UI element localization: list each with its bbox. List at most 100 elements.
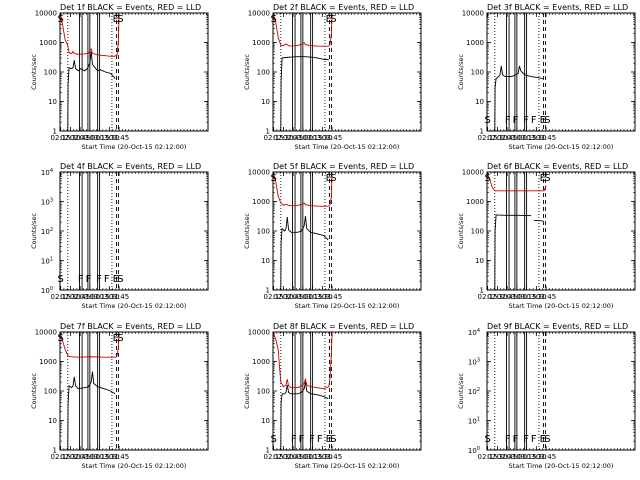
x-tick-label: 02:30: [273, 134, 293, 142]
y-tick-label: 10: [475, 257, 484, 265]
y-tick-label: 10000: [248, 169, 270, 177]
y-tick-label: 10000: [35, 10, 57, 18]
segment-marker: S: [117, 14, 123, 25]
y-tick-label: 103: [41, 198, 53, 207]
x-tick-label: 03:00: [507, 453, 527, 461]
x-tick-label: 03:15: [303, 293, 323, 301]
segment-marker: S: [270, 14, 276, 25]
segment-marker: F: [513, 115, 519, 126]
segment-marker: S: [330, 173, 336, 184]
x-tick-label: 03:45: [109, 293, 129, 301]
segment-marker: F: [104, 274, 110, 285]
x-tick-label: 03:30: [99, 453, 119, 461]
y-tick-label: 1000: [252, 39, 270, 47]
x-tick-label: 02:45: [283, 453, 303, 461]
segment-marker: E: [540, 173, 546, 184]
y-tick-label: 101: [41, 257, 53, 266]
x-tick-label: 03:15: [517, 134, 537, 142]
y-tick-label: 100: [257, 388, 270, 396]
x-axis-label: Start Time (20-Oct-15 02:12:00): [509, 302, 614, 310]
y-tick-label: 10: [48, 417, 57, 425]
chart-title: Det 8f BLACK = Events, RED = LLD: [273, 322, 414, 331]
y-tick-label: 1000: [466, 198, 484, 206]
y-tick-label: 1: [266, 287, 270, 295]
segment-marker: S: [544, 173, 550, 184]
segment-marker: F: [309, 434, 315, 445]
x-tick-label: 03:00: [507, 134, 527, 142]
segment-marker: F: [513, 434, 519, 445]
chart-panel-3: Det 3f BLACK = Events, RED = LLD 1 10 100 10…: [457, 3, 636, 151]
x-tick-label: 03:45: [536, 293, 556, 301]
x-tick-label: 02:30: [487, 134, 507, 142]
segment-marker: E: [326, 434, 332, 445]
x-tick-label: 03:15: [517, 453, 537, 461]
segment-marker: E: [540, 115, 546, 126]
y-tick-label: 10000: [248, 10, 270, 18]
y-tick-label: 102: [468, 387, 480, 396]
y-axis-label: Counts/sec: [30, 373, 38, 409]
y-tick-label: 1: [53, 447, 57, 455]
y-tick-label: 10: [48, 98, 57, 106]
segment-marker: S: [544, 115, 550, 126]
chart-panel-6: Det 6f BLACK = Events, RED = LLD 1 10 100 10…: [457, 162, 636, 310]
segment-marker: S: [484, 115, 490, 126]
y-tick-label: 100: [257, 228, 270, 236]
segment-marker: E: [113, 333, 119, 344]
segment-marker: E: [540, 434, 546, 445]
segment-marker: F: [523, 434, 529, 445]
x-tick-label: 02:15: [478, 453, 498, 461]
x-tick-label: 03:15: [303, 453, 323, 461]
segment-marker: S: [484, 434, 490, 445]
y-axis-label: Counts/sec: [243, 373, 251, 409]
segment-marker: E: [113, 14, 119, 25]
x-tick-label: 03:00: [293, 293, 313, 301]
y-tick-label: 1000: [466, 39, 484, 47]
x-axis-label: Start Time (20-Oct-15 02:12:00): [509, 462, 614, 470]
y-tick-label: 1: [266, 128, 270, 136]
segment-marker: S: [117, 274, 123, 285]
y-tick-label: 10000: [462, 169, 484, 177]
y-axis-label: Counts/sec: [30, 54, 38, 90]
segment-marker: F: [531, 434, 537, 445]
y-axis-label: Counts/sec: [30, 213, 38, 249]
y-tick-label: 10: [261, 417, 270, 425]
x-tick-label: 03:15: [517, 293, 537, 301]
segment-marker: F: [299, 434, 305, 445]
y-tick-label: 10: [475, 98, 484, 106]
y-tick-label: 100: [257, 69, 270, 77]
series-line-red: [60, 332, 120, 358]
x-tick-label: 03:15: [90, 134, 110, 142]
segment-marker: S: [484, 173, 490, 184]
x-tick-label: 03:00: [80, 134, 100, 142]
chart-title: Det 7f BLACK = Events, RED = LLD: [60, 322, 201, 331]
y-tick-label: 1: [480, 128, 484, 136]
x-tick-label: 03:15: [303, 134, 323, 142]
y-tick-label: 1000: [252, 358, 270, 366]
x-tick-label: 02:30: [60, 293, 80, 301]
x-tick-label: 03:45: [536, 134, 556, 142]
y-axis-label: Counts/sec: [243, 213, 251, 249]
x-tick-label: 02:45: [497, 453, 517, 461]
segment-marker: S: [57, 333, 63, 344]
segment-marker: F: [317, 434, 323, 445]
x-tick-label: 02:15: [478, 134, 498, 142]
x-tick-label: 03:45: [109, 453, 129, 461]
chart-panel-2: Det 2f BLACK = Events, RED = LLD 1 10 100 10…: [243, 3, 422, 151]
y-tick-label: 10000: [462, 10, 484, 18]
x-tick-label: 02:15: [51, 453, 71, 461]
x-axis-label: Start Time (20-Oct-15 02:12:00): [509, 143, 614, 151]
x-tick-label: 02:45: [70, 134, 90, 142]
x-axis-label: Start Time (20-Oct-15 02:12:00): [295, 143, 400, 151]
series-line-black: [280, 56, 329, 131]
y-tick-label: 1000: [252, 198, 270, 206]
series-line-black: [494, 65, 543, 131]
x-tick-label: 03:15: [90, 453, 110, 461]
series-line-black: [67, 371, 116, 450]
segment-marker: S: [544, 434, 550, 445]
x-tick-label: 02:30: [487, 293, 507, 301]
segment-marker: F: [291, 434, 297, 445]
x-tick-label: 03:30: [526, 134, 546, 142]
segment-marker: F: [78, 274, 84, 285]
x-tick-label: 03:15: [90, 293, 110, 301]
